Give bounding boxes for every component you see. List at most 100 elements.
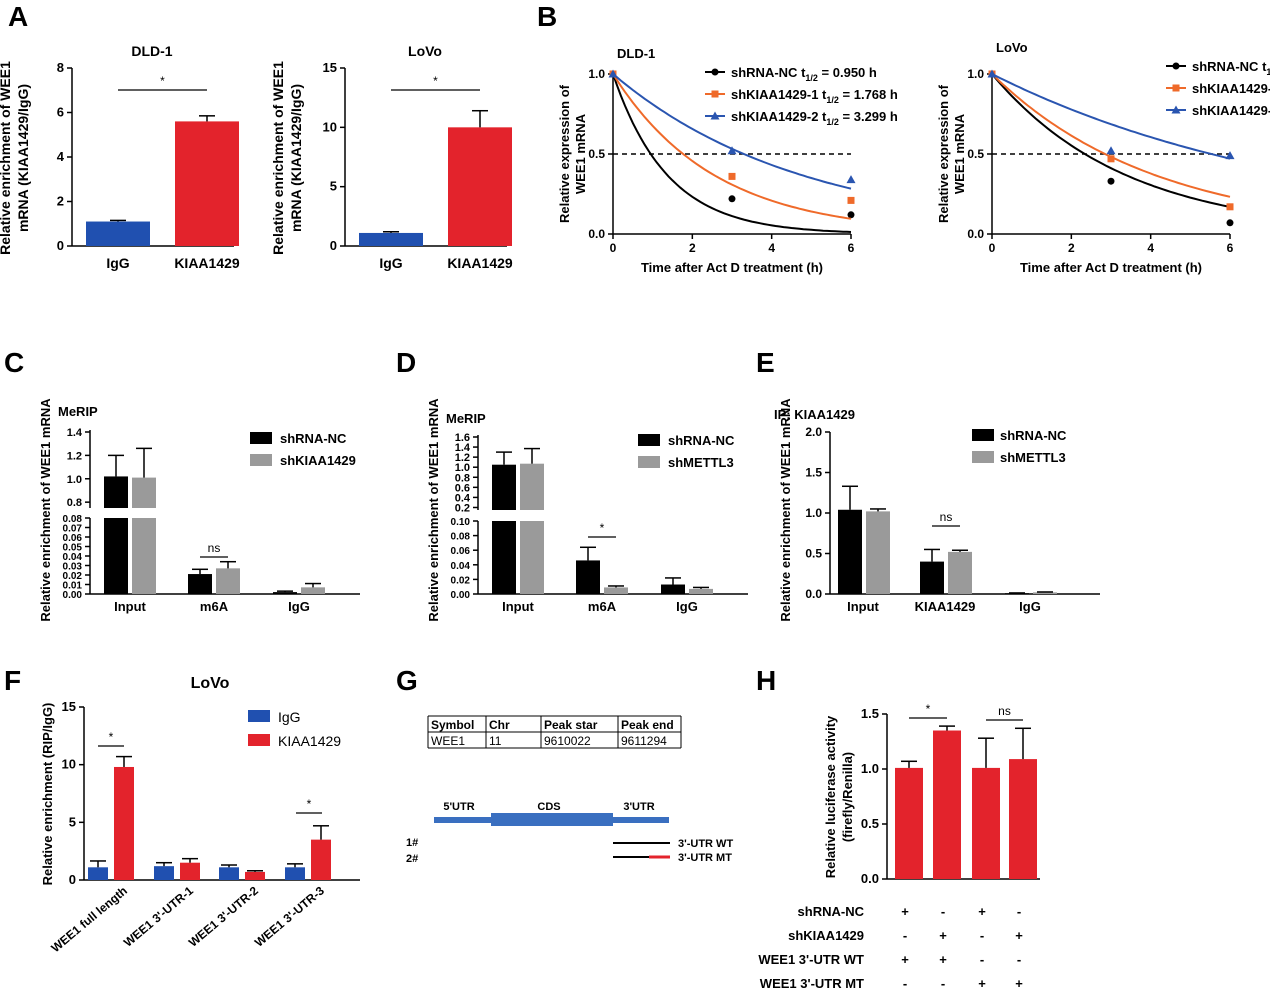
x-tick-label: m6A	[200, 599, 229, 614]
series-line	[991, 73, 1231, 160]
table-header: Chr	[489, 718, 510, 732]
bar	[948, 551, 972, 594]
x-tick-label: IgG	[676, 599, 698, 614]
y-axis-label: (firefly/Renilla)	[840, 752, 855, 842]
legend-swatch	[972, 451, 994, 463]
bar	[114, 766, 134, 880]
y-tick-label: 15	[323, 60, 337, 75]
legend-label: IgG	[278, 709, 301, 725]
panel-letter: A	[8, 1, 28, 32]
y-tick-label: 5	[330, 179, 337, 194]
legend-unit: h	[886, 109, 898, 124]
data-point	[608, 69, 618, 78]
legend-marker	[1172, 62, 1180, 70]
bar	[154, 866, 174, 880]
legend-series-name: shKIAA1429-1	[1192, 81, 1270, 96]
x-tick-label: KIAA1429	[915, 599, 976, 614]
significance-label: *	[926, 702, 931, 716]
region-label: CDS	[537, 801, 560, 813]
y-tick-label: 0	[57, 238, 64, 253]
chart-title: LoVo	[996, 40, 1028, 55]
table-cell: WEE1	[431, 734, 465, 748]
y-tick-label: 1.2	[67, 450, 82, 462]
x-tick-label: IgG	[288, 599, 310, 614]
y-tick-label: 0.06	[451, 546, 471, 557]
legend-label: shKIAA1429-1 t1/2 = 2.850 h	[1192, 81, 1270, 99]
x-tick-label: WEE1 full length	[48, 884, 130, 956]
x-tick-label: Input	[502, 599, 534, 614]
legend-swatch	[248, 710, 270, 722]
bar	[448, 127, 512, 246]
bar	[689, 588, 713, 594]
y-tick-label: 10	[62, 757, 76, 772]
bar	[972, 767, 1000, 879]
y-tick-label: 0.00	[63, 590, 83, 601]
y-tick-label: 0.5	[588, 147, 605, 161]
design-mark: -	[980, 928, 984, 943]
legend-series-name: shKIAA1429-2	[1192, 103, 1270, 118]
legend-label: shMETTL3	[668, 455, 734, 470]
bar	[175, 121, 239, 246]
x-tick-label: m6A	[588, 599, 617, 614]
legend-label: shRNA-NC t1/2 = 0.950 h	[731, 65, 877, 83]
design-mark: +	[939, 952, 947, 967]
legend-label: shKIAA1429-2 t1/2 = 5.526 h	[1192, 103, 1270, 121]
bar	[492, 521, 516, 594]
bar	[933, 730, 961, 879]
data-point	[728, 172, 736, 180]
table-cell: 9611294	[621, 734, 667, 748]
x-tick-label: IgG	[1019, 599, 1041, 614]
bar	[520, 521, 544, 594]
bar	[132, 518, 156, 594]
legend-half-life: 1.768	[854, 87, 887, 102]
legend-swatch	[248, 734, 270, 746]
legend-t: t	[818, 109, 827, 124]
bar	[920, 561, 944, 594]
data-point	[1225, 151, 1235, 160]
y-axis-label: WEE1 mRNA	[952, 113, 967, 194]
x-tick-label: 2	[1068, 241, 1075, 255]
design-mark: +	[978, 976, 986, 991]
bar	[188, 574, 212, 594]
design-row-label: WEE1 3'-UTR MT	[760, 976, 864, 991]
y-tick-label: 0.01	[63, 581, 83, 592]
design-mark: -	[903, 928, 907, 943]
table-cell: 11	[489, 734, 502, 748]
y-axis-label: Relative enrichment of WEE1	[0, 61, 13, 255]
panel-letter: E	[756, 347, 775, 378]
region-label: 3'UTR	[623, 801, 654, 813]
chart-title: MeRIP	[446, 411, 486, 426]
legend-swatch	[638, 434, 660, 446]
legend-series-name: shRNA-NC	[1192, 59, 1259, 74]
legend-swatch	[250, 454, 272, 466]
y-tick-label: 1.6	[455, 432, 470, 444]
legend-subscript: 1/2	[826, 95, 839, 105]
significance-label: *	[307, 797, 312, 811]
utr5-region	[434, 817, 491, 823]
bar	[132, 477, 156, 508]
legend-marker	[710, 111, 720, 120]
legend-unit: h	[865, 65, 877, 80]
table-header: Peak star	[544, 718, 598, 732]
bar	[301, 587, 325, 594]
legend-half-life: 3.299	[854, 109, 887, 124]
bar	[104, 518, 128, 594]
y-tick-label: 2.0	[805, 425, 822, 439]
x-tick-label: 0	[610, 241, 617, 255]
x-tick-label: WEE1 3'-UTR-3	[252, 883, 327, 949]
panel-letter: D	[396, 347, 416, 378]
legend-label: shRNA-NC	[1000, 428, 1067, 443]
design-mark: +	[1015, 928, 1023, 943]
y-tick-label: 0.2	[455, 502, 470, 514]
legend-label: shRNA-NC t1/2 = 2.342 h	[1192, 59, 1270, 77]
y-tick-label: 0.0	[967, 227, 984, 241]
y-tick-label: 0.6	[455, 482, 470, 494]
cds-region	[491, 813, 613, 826]
x-tick-label: 6	[848, 241, 855, 255]
legend-label: shMETTL3	[1000, 450, 1066, 465]
y-tick-label: 0.4	[455, 492, 471, 504]
y-axis-label: Relative enrichment of WEE1 mRNA	[38, 398, 53, 622]
bar	[86, 221, 150, 246]
legend-label: shRNA-NC	[668, 433, 735, 448]
